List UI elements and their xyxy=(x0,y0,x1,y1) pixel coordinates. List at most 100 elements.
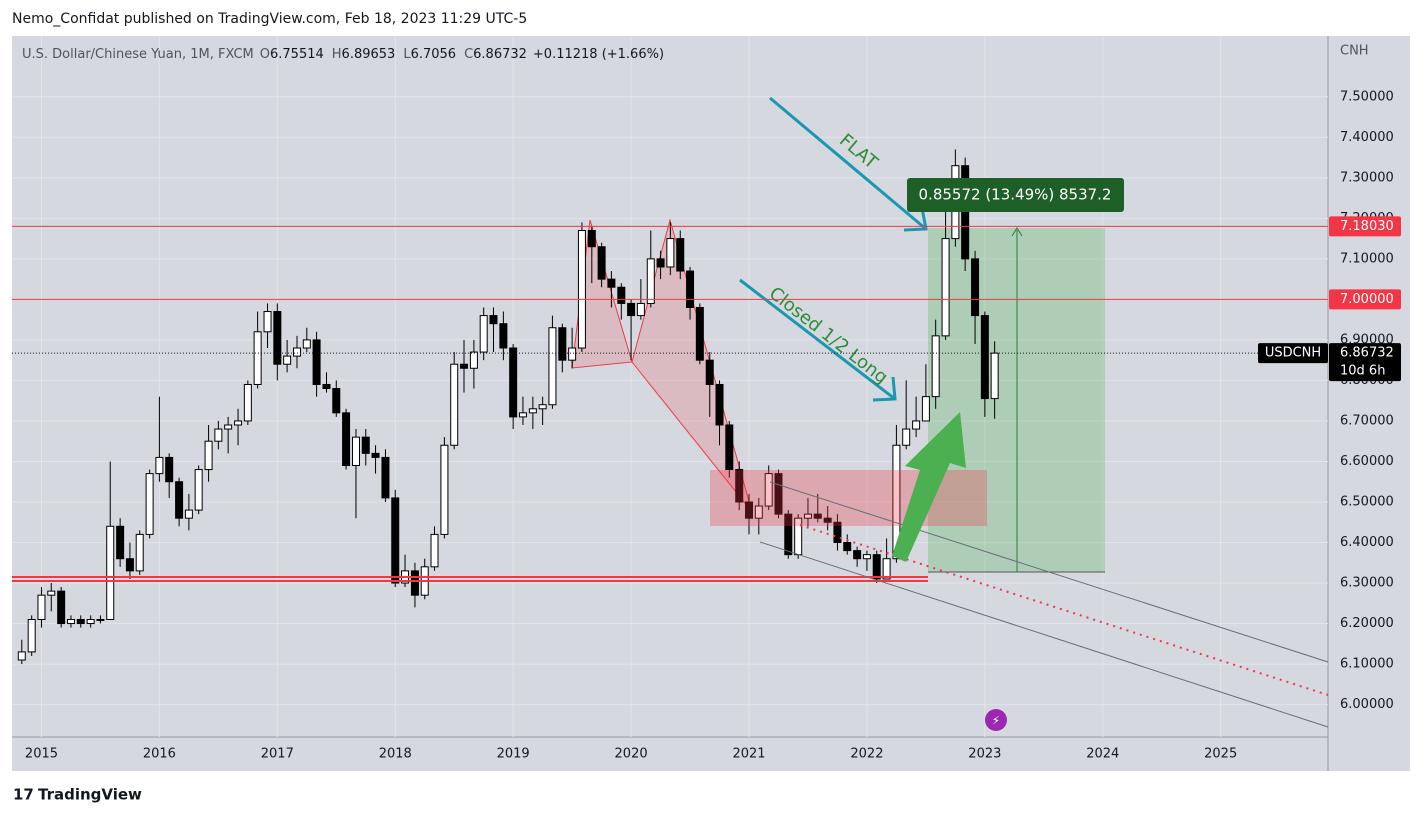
candle-body xyxy=(558,327,567,361)
candle-body xyxy=(666,238,675,268)
candle-body xyxy=(971,258,980,317)
candle-body xyxy=(342,412,351,467)
y-tick-label: 7.10000 xyxy=(1340,251,1394,266)
brand-logo: 17 xyxy=(13,786,34,804)
candle-body xyxy=(96,618,105,621)
candle-body xyxy=(764,473,773,507)
candle-body xyxy=(57,590,66,625)
candle-body xyxy=(617,286,626,304)
candle-body xyxy=(941,238,950,337)
candle-body xyxy=(528,408,537,414)
x-tick-label: 2015 xyxy=(25,747,58,762)
ohlc-value: 6.7056 xyxy=(411,47,457,62)
level-label-box xyxy=(1329,289,1401,310)
candle-body xyxy=(921,396,930,422)
channel-upper xyxy=(769,481,1329,663)
candle-body xyxy=(980,315,989,400)
ohlc-value: 6.86732 xyxy=(473,47,527,62)
candle-body xyxy=(194,469,203,511)
candle-body xyxy=(302,339,311,349)
candle-body xyxy=(469,351,478,369)
candle-body xyxy=(479,315,488,353)
candle-body xyxy=(568,347,577,361)
candle-body xyxy=(990,352,999,400)
candle-body xyxy=(440,444,449,535)
y-tick-label: 7.50000 xyxy=(1340,89,1394,104)
x-tick-label: 2020 xyxy=(615,747,648,762)
event-icon xyxy=(985,709,1007,731)
x-tick-label: 2025 xyxy=(1204,747,1237,762)
candle-body xyxy=(410,570,419,596)
candle-body xyxy=(961,165,970,260)
candle-body xyxy=(607,278,616,288)
candle-body xyxy=(145,473,154,535)
x-tick-label: 2016 xyxy=(143,747,176,762)
candle-body xyxy=(902,428,911,446)
candle-body xyxy=(224,424,233,430)
candle-body xyxy=(361,436,370,454)
x-tick-label: 2022 xyxy=(850,747,883,762)
candle-body xyxy=(656,258,665,268)
candle-body xyxy=(17,651,26,661)
candle-body xyxy=(754,505,763,519)
x-tick-label: 2018 xyxy=(379,747,412,762)
drawings-back xyxy=(571,218,1105,573)
candle-body xyxy=(234,420,243,426)
y-tick-label: 6.40000 xyxy=(1340,535,1394,550)
candle-body xyxy=(27,618,36,653)
currency-label: CNH xyxy=(1340,44,1369,59)
ohlc-key: C xyxy=(464,47,473,62)
candle-body xyxy=(125,558,134,572)
measure-label: 0.85572 (13.49%) 8537.2 xyxy=(919,186,1112,204)
level-label-box xyxy=(1329,216,1401,237)
candle-body xyxy=(636,302,645,317)
channel-mid xyxy=(799,524,1329,696)
candle-body xyxy=(784,513,793,556)
candle-body xyxy=(155,456,164,475)
ohlc-key: H xyxy=(332,47,342,62)
x-tick-label: 2021 xyxy=(732,747,765,762)
y-tick-label: 6.10000 xyxy=(1340,657,1394,672)
candle-body xyxy=(499,323,508,349)
candle-body xyxy=(725,424,734,471)
candle-body xyxy=(263,311,272,333)
y-tick-label: 6.60000 xyxy=(1340,454,1394,469)
candle-body xyxy=(646,258,655,304)
x-tick-label: 2024 xyxy=(1086,747,1119,762)
plot-background xyxy=(12,36,1328,737)
candle-body xyxy=(597,246,606,280)
candle-body xyxy=(253,331,262,385)
publisher-line: Nemo_Confidat published on TradingView.c… xyxy=(12,11,527,27)
symbol-title: U.S. Dollar/Chinese Yuan, 1M, FXCM xyxy=(22,47,254,62)
candle-body xyxy=(322,383,331,390)
candle-body xyxy=(47,590,56,596)
candle-body xyxy=(165,456,174,483)
y-tick-label: 6.30000 xyxy=(1340,576,1394,591)
symbol-label-box xyxy=(1258,343,1328,364)
ohlc-key: O xyxy=(260,47,270,62)
candle-body xyxy=(803,513,812,519)
candle-body xyxy=(774,473,783,515)
candle-body xyxy=(489,315,498,325)
candle-body xyxy=(66,618,75,625)
candle-body xyxy=(912,420,921,430)
y-tick-label: 7.40000 xyxy=(1340,130,1394,145)
event-icon-glyph: ⚡ xyxy=(992,714,1000,728)
y-tick-label: 6.20000 xyxy=(1340,616,1394,631)
candle-body xyxy=(587,229,596,248)
demand-zone xyxy=(710,470,987,526)
countdown-label: 10d 6h xyxy=(1340,364,1385,379)
candle-body xyxy=(735,469,744,503)
candle-body xyxy=(705,359,714,385)
candle-body xyxy=(686,270,695,308)
candle-body xyxy=(214,428,223,442)
candle-body xyxy=(351,436,360,467)
candle-body xyxy=(312,339,321,385)
close-arrowhead xyxy=(872,376,897,402)
candle-body xyxy=(283,355,292,365)
candle-body xyxy=(293,347,302,357)
candle-body xyxy=(931,335,940,398)
up-arrow xyxy=(892,412,966,562)
candle-body xyxy=(823,517,832,523)
